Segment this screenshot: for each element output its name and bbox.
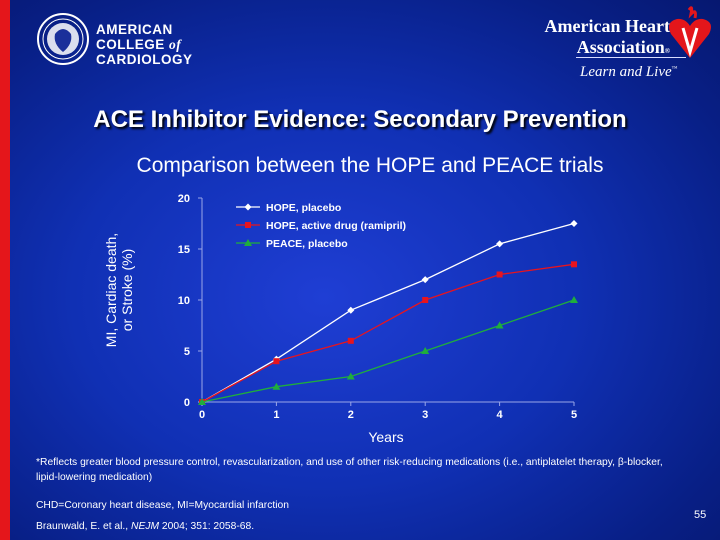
x-tick-label: 4 xyxy=(497,409,504,421)
legend-label-2: PEACE, placebo xyxy=(266,238,348,250)
data-point-0-5 xyxy=(570,220,578,227)
data-point-2-4 xyxy=(495,321,504,329)
x-axis-label: Years xyxy=(368,429,403,445)
aha-wordmark: American Heart Association® xyxy=(542,16,670,62)
data-point-1-4 xyxy=(496,271,503,278)
data-point-2-1 xyxy=(272,382,281,390)
citation-details: 2004; 351: 2058-68. xyxy=(159,521,255,532)
aha-line-2: Association® xyxy=(542,37,670,62)
x-tick-label: 2 xyxy=(348,409,354,421)
left-red-bar xyxy=(0,0,10,540)
data-point-0-3 xyxy=(421,276,429,284)
series-line-1 xyxy=(201,263,575,403)
aha-heart-torch-icon xyxy=(669,6,711,58)
page-number: 55 xyxy=(694,509,707,521)
x-tick-label: 1 xyxy=(273,409,279,421)
data-point-2-3 xyxy=(421,347,430,354)
data-point-0-2 xyxy=(347,306,355,314)
aha-registered-mark: ® xyxy=(664,47,670,55)
aha-trademark: ™ xyxy=(671,66,678,72)
data-point-2-2 xyxy=(346,372,355,380)
acc-line-2: COLLEGE of xyxy=(96,37,193,52)
data-point-1-3 xyxy=(422,297,429,303)
x-tick-label: 3 xyxy=(422,409,428,421)
citation-authors: Braunwald, E. et al., xyxy=(36,521,132,532)
aha-divider-line xyxy=(576,57,686,58)
footnote: *Reflects greater blood pressure control… xyxy=(36,457,663,483)
acc-seal-logo xyxy=(37,13,89,65)
aha-line-1: American Heart xyxy=(544,16,670,36)
series-line-2 xyxy=(201,299,575,403)
acc-line-3: CARDIOLOGY xyxy=(96,52,193,67)
legend-marker-1 xyxy=(245,222,251,228)
y-tick-label: 20 xyxy=(178,193,190,205)
y-tick-label: 15 xyxy=(178,244,190,256)
abbreviations-note: CHD=Coronary heart disease, MI=Myocardia… xyxy=(36,500,289,511)
legend-marker-0 xyxy=(244,203,252,211)
data-point-2-5 xyxy=(570,296,578,303)
y-tick-label: 5 xyxy=(184,346,190,358)
x-tick-label: 5 xyxy=(571,409,577,421)
slide-subtitle: Comparison between the HOPE and PEACE tr… xyxy=(136,154,604,177)
aha-tagline-text: Learn and Live xyxy=(580,64,672,80)
x-tick-label: 0 xyxy=(199,409,205,421)
aha-association-word: Association xyxy=(576,37,665,57)
data-point-2-0 xyxy=(198,398,206,405)
legend-label-0: HOPE, placebo xyxy=(266,202,341,214)
legend-marker-2 xyxy=(244,239,252,246)
acc-line-1: AMERICAN xyxy=(96,22,173,37)
citation: Braunwald, E. et al., NEJM 2004; 351: 20… xyxy=(36,521,254,532)
acc-wordmark: AMERICAN COLLEGE of CARDIOLOGY xyxy=(96,22,193,67)
acc-of-word: of xyxy=(169,37,182,52)
data-point-1-1 xyxy=(273,358,280,365)
legend-label-1: HOPE, active drug (ramipril) xyxy=(266,220,406,232)
citation-journal: NEJM xyxy=(131,521,160,532)
data-point-1-5 xyxy=(571,261,577,268)
slide-title: ACE Inhibitor Evidence: Secondary Preven… xyxy=(93,106,627,133)
data-point-1-2 xyxy=(347,337,354,344)
y-tick-label: 0 xyxy=(184,397,190,409)
acc-college-word: COLLEGE xyxy=(96,37,170,52)
series-line-0 xyxy=(201,222,575,403)
data-point-0-4 xyxy=(496,240,504,248)
aha-tagline: Learn and Live™ xyxy=(580,64,678,81)
y-tick-label: 10 xyxy=(178,295,190,307)
